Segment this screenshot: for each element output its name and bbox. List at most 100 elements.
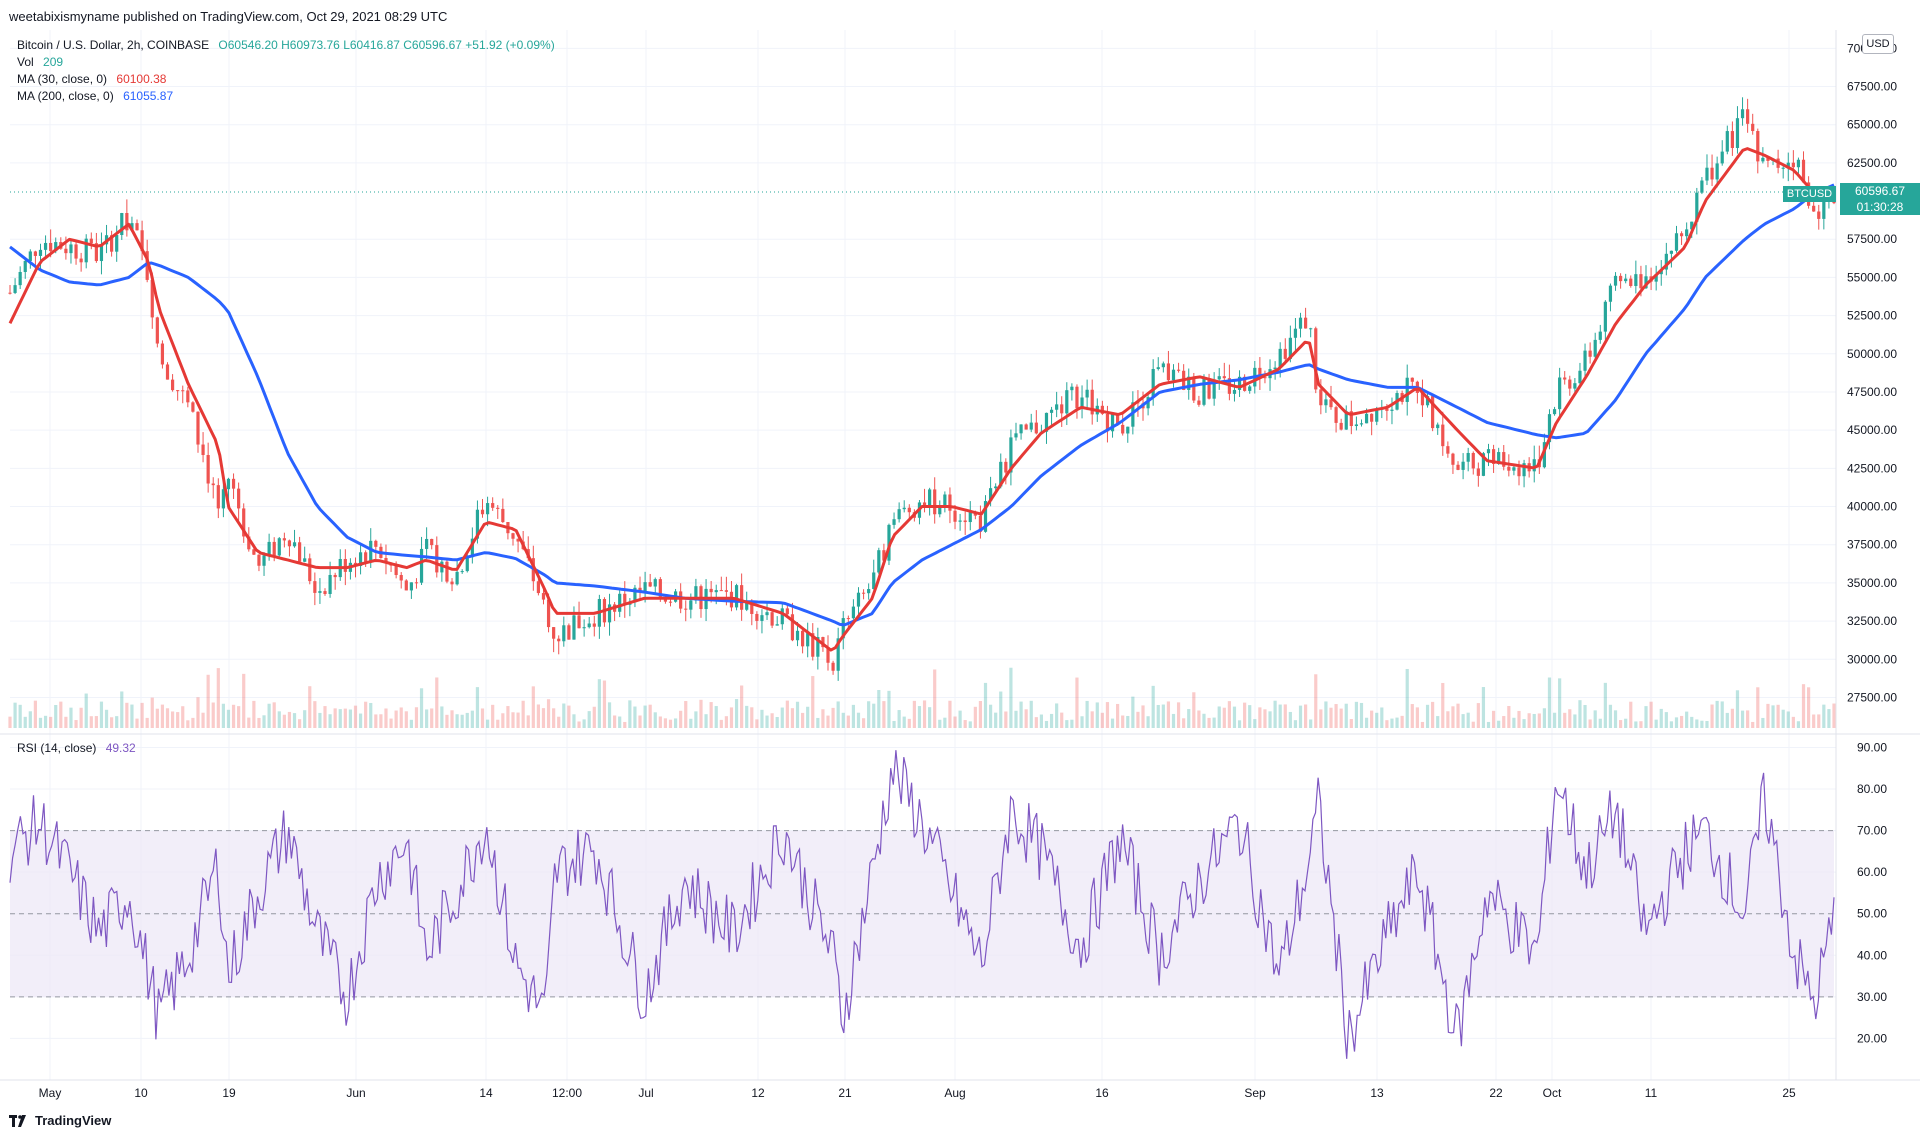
volume-bar [1578,700,1582,728]
rsi-tick-label: 60.00 [1857,865,1887,879]
tradingview-brand[interactable]: TradingView [9,1113,111,1128]
rsi-tick-label: 90.00 [1857,740,1887,754]
volume-bar [1065,720,1069,728]
volume-bar [1019,701,1023,728]
volume-bar [1613,710,1618,728]
candle-body [1598,331,1602,340]
legend-ma30[interactable]: MA (30, close, 0) 60100.38 [17,71,166,87]
time-tick-label: Jul [638,1086,653,1100]
volume-bar [1349,719,1353,728]
volume-bar [455,714,459,728]
volume-bar [475,687,480,728]
candle-body [785,608,789,615]
candle-body [1644,276,1648,289]
legend-ma200[interactable]: MA (200, close, 0) 61055.87 [17,88,173,104]
volume-bar [1629,701,1633,728]
candle-body [1446,446,1450,454]
volume-bar [130,704,134,728]
volume-bar [145,717,149,728]
volume-bar [94,716,98,728]
volume-bar [1654,719,1658,728]
candle-body [1735,118,1740,148]
volume-bar [211,702,215,728]
candle-body [658,579,662,597]
candle-body [1756,131,1760,162]
volume-bar [1817,714,1821,728]
volume-bar [1806,687,1811,728]
candle-body [84,238,88,263]
volume-bar [353,705,358,728]
candle-body [1431,396,1435,429]
volume-bar [582,719,586,728]
candle-body [1639,274,1643,289]
candle-body [1573,383,1577,389]
time-tick-label: 14 [479,1086,493,1100]
time-tick-label: 22 [1489,1086,1503,1100]
ohlc-values: O60546.20 H60973.76 L60416.87 C60596.67 … [218,38,555,52]
candle-body [170,379,175,391]
volume-bar [201,712,205,728]
volume-bar [1080,716,1084,728]
volume-bar [343,708,347,728]
candle-body [846,618,850,620]
volume-bar [846,715,850,728]
currency-button[interactable]: USD [1862,34,1894,54]
volume-bar [1624,718,1628,728]
candle-body [582,627,586,629]
volume-bar [1720,701,1724,728]
candle-body [287,540,292,547]
candle-body [1497,452,1501,464]
candle-body [501,508,505,523]
volume-bar [851,704,856,728]
volume-bar [221,703,225,728]
candle-body [1080,397,1084,409]
volume-bar [1319,709,1323,728]
candle-body [318,591,322,593]
candle-body [1695,192,1699,222]
candle-body [623,593,627,605]
candle-body [1121,424,1125,434]
volume-bar [28,711,32,728]
volume-bar [811,676,815,728]
volume-bar [734,699,739,728]
candle-body [1471,452,1475,469]
volume-bar [1161,704,1165,728]
volume-bar [231,704,236,728]
legend-rsi[interactable]: RSI (14, close) 49.32 [17,740,136,756]
time-tick-label: 10 [134,1086,148,1100]
volume-bar [1202,713,1206,728]
volume-bar [607,702,612,728]
volume-bar [470,710,474,728]
volume-bar [38,717,43,728]
price-tick-label: 35000.00 [1847,576,1897,590]
volume-bar [1253,719,1257,728]
volume-bar [99,701,104,728]
legend-volume[interactable]: Vol 209 [17,54,63,70]
volume-bar [1105,702,1110,728]
volume-bar [633,706,637,728]
candle-body [267,541,271,556]
volume-bar [1746,710,1750,728]
candle-body [1502,452,1506,467]
bar-countdown: 01:30:28 [1856,200,1904,214]
volume-bar [602,680,607,728]
volume-bar [552,708,556,728]
price-tick-label: 40000.00 [1847,500,1897,514]
rsi-tick-label: 20.00 [1857,1031,1887,1045]
volume-bar [643,705,647,728]
candle-body [150,279,154,318]
candle-body [1309,328,1313,330]
candle-body [445,561,449,582]
volume-bar [719,719,723,728]
volume-bar [226,709,231,728]
candle-body [1766,157,1770,161]
volume-bar [1146,716,1150,728]
candle-body [958,520,962,522]
volume-bar [745,705,749,728]
volume-bar [668,719,673,728]
volume-bar [801,712,805,728]
candle-body [1176,369,1181,371]
price-tick-label: 62500.00 [1847,156,1897,170]
candle-body [999,461,1003,487]
volume-bar [577,721,581,728]
